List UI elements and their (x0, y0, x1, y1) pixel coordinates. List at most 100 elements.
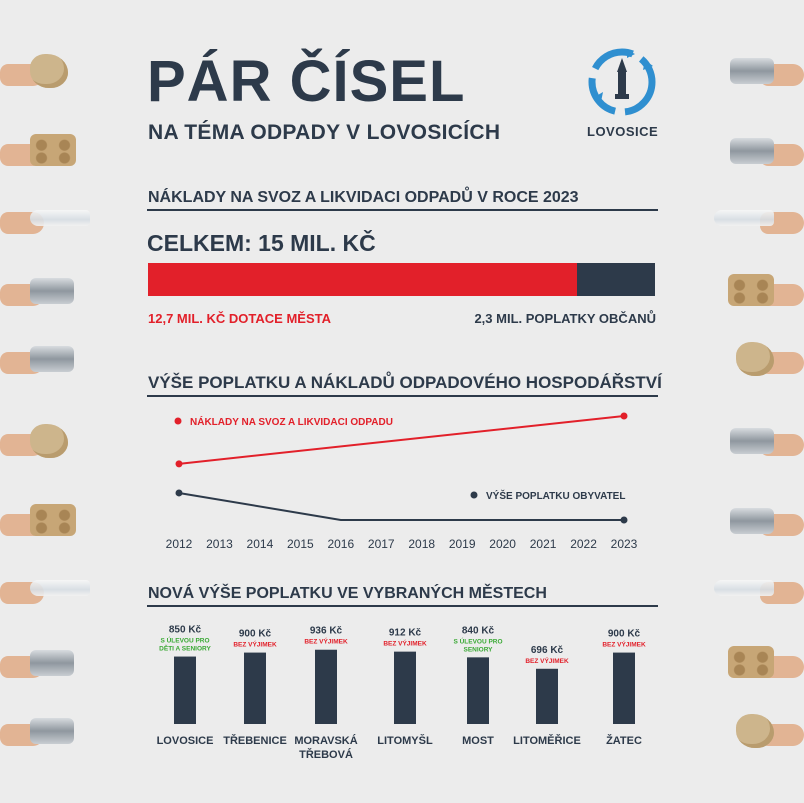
paper-ball-icon (736, 714, 774, 748)
hand-holding-plastic-bottle-icon (714, 566, 804, 614)
plastic-bottle-icon (30, 580, 90, 596)
series-point (175, 460, 183, 468)
city-value-label: 912 Kč (389, 628, 422, 639)
x-tick-label: 2016 (327, 537, 354, 551)
recycling-tower-icon (588, 48, 656, 116)
city-fee-note: BEZ VÝJIMEK (383, 639, 427, 648)
city-value-label: 900 Kč (608, 629, 641, 640)
plastic-bottle-icon (30, 210, 90, 226)
hand-holding-egg-carton-icon (0, 498, 80, 546)
hand-holding-paper-ball-icon (724, 708, 804, 756)
x-tick-label: 2023 (611, 537, 638, 551)
x-tick-label: 2022 (570, 537, 597, 551)
x-tick-label: 2013 (206, 537, 233, 551)
city-bar (613, 652, 635, 724)
hand-holding-egg-carton-icon (724, 640, 804, 688)
hand-holding-plastic-bottle-icon (0, 566, 90, 614)
city-bar (394, 651, 416, 724)
costs-section-title: NÁKLADY NA SVOZ A LIKVIDACI ODPADŮ V ROC… (148, 189, 579, 206)
tin-can-icon (730, 138, 774, 164)
city-category-label: ŽATEC (606, 734, 642, 747)
costs-total: CELKEM: 15 MIL. KČ (147, 230, 376, 256)
hand-holding-paper-ball-icon (724, 336, 804, 384)
legend-label: NÁKLADY NA SVOZ A LIKVIDACI ODPADU (190, 415, 393, 428)
costs-stacked-bar (148, 263, 655, 296)
page-subtitle: NA TÉMA ODPADY V LOVOSICÍCH (148, 121, 501, 144)
hand-holding-tin-can-icon (724, 128, 804, 176)
lovosice-logo: LOVOSICE (587, 46, 659, 144)
citizen-fees-bar-segment (577, 263, 655, 296)
city-bar (244, 652, 266, 724)
x-tick-label: 2020 (489, 537, 516, 551)
x-tick-label: 2014 (247, 537, 274, 551)
city-fee-note: BEZ VÝJIMEK (525, 656, 569, 665)
city-value-label: 850 Kč (169, 625, 202, 636)
city-fee-note: BEZ VÝJIMEK (602, 640, 646, 649)
city-bar (315, 649, 337, 724)
city-category-label: LITOMĚŘICE (513, 734, 581, 747)
page-title: PÁR ČÍSEL (147, 49, 466, 114)
series-point (620, 516, 628, 524)
egg-carton-icon (30, 504, 76, 536)
logo-text: LOVOSICE (587, 124, 659, 139)
x-tick-label: 2021 (530, 537, 557, 551)
x-tick-label: 2017 (368, 537, 395, 551)
city-category-label: MORAVSKÁ (294, 734, 357, 747)
city-bar (467, 657, 489, 724)
paper-ball-icon (736, 342, 774, 376)
city-value-label: 840 Kč (462, 625, 495, 636)
hand-holding-plastic-bottle-icon (714, 196, 804, 244)
tin-can-icon (730, 58, 774, 84)
hand-holding-tin-can-icon (0, 268, 80, 316)
trend-section-rule (147, 395, 658, 397)
paper-ball-icon (30, 54, 68, 88)
series-line (178, 491, 624, 521)
hand-holding-paper-ball-icon (0, 418, 80, 466)
city-subsidy-label: 12,7 MIL. KČ DOTACE MĚSTA (148, 311, 331, 326)
city-bar (536, 668, 558, 724)
trend-section-title: VÝŠE POPLATKU A NÁKLADŮ ODPADOVÉHO HOSPO… (148, 373, 662, 392)
tin-can-icon (30, 718, 74, 744)
city-category-label: LOVOSICE (157, 735, 214, 747)
city-value-label: 900 Kč (239, 629, 272, 640)
cities-section-title: NOVÁ VÝŠE POPLATKU VE VYBRANÝCH MĚSTECH (148, 585, 547, 602)
x-tick-label: 2018 (408, 537, 435, 551)
city-fee-note: BEZ VÝJIMEK (304, 637, 348, 646)
legend-fee: VÝŠE POPLATKU OBYVATEL (470, 489, 625, 502)
x-tick-label: 2012 (166, 537, 193, 551)
plastic-bottle-icon (714, 210, 774, 226)
city-subsidy-bar-segment (148, 263, 578, 296)
tin-can-icon (730, 508, 774, 534)
series-point (620, 412, 628, 420)
tin-can-icon (730, 428, 774, 454)
city-bar (174, 656, 196, 724)
hand-holding-egg-carton-icon (724, 268, 804, 316)
series-line (178, 415, 625, 465)
city-value-label: 936 Kč (310, 626, 343, 637)
hand-holding-tin-can-icon (0, 640, 80, 688)
hand-holding-tin-can-icon (0, 336, 80, 384)
paper-ball-icon (30, 424, 68, 458)
hand-holding-paper-ball-icon (0, 48, 80, 96)
hand-holding-egg-carton-icon (0, 128, 80, 176)
series-point (175, 489, 183, 497)
city-fee-note: S ÚLEVOU PRO (160, 636, 209, 645)
city-category-label: MOST (462, 735, 494, 747)
city-fee-note: SENIORY (463, 646, 493, 653)
hand-holding-tin-can-icon (724, 498, 804, 546)
city-category-label: LITOMYŠL (377, 734, 433, 747)
tin-can-icon (30, 346, 74, 372)
egg-carton-icon (728, 646, 774, 678)
city-category-label: TŘEBOVÁ (299, 748, 353, 761)
city-fee-note: BEZ VÝJIMEK (233, 640, 277, 649)
city-fee-note: DĚTI A SENIORY (159, 644, 211, 653)
x-tick-label: 2015 (287, 537, 314, 551)
citizen-fees-label: 2,3 MIL. POPLATKY OBČANŮ (474, 311, 656, 326)
legend-label: VÝŠE POPLATKU OBYVATEL (486, 489, 625, 502)
hand-holding-tin-can-icon (724, 418, 804, 466)
legend-costs: NÁKLADY NA SVOZ A LIKVIDACI ODPADU (174, 415, 393, 428)
hand-holding-tin-can-icon (724, 48, 804, 96)
